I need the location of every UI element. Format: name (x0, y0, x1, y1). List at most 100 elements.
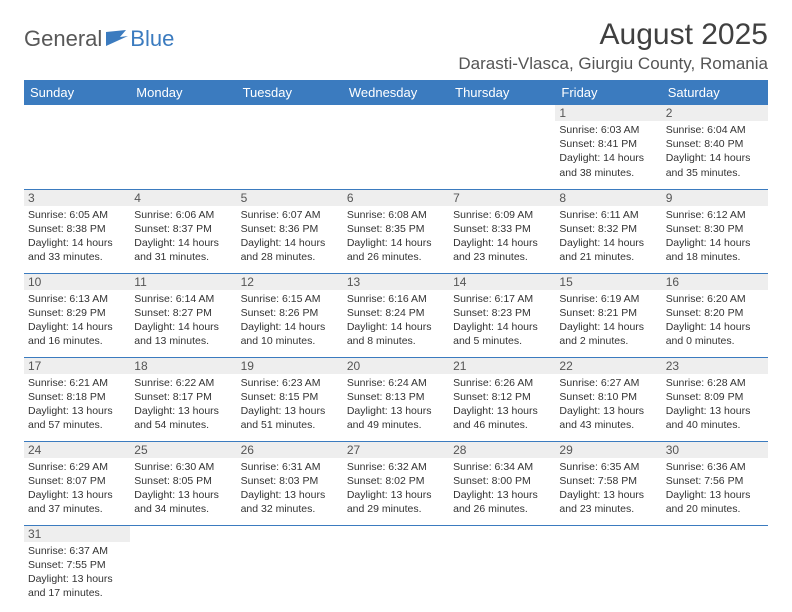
sunset-line: Sunset: 8:03 PM (241, 474, 339, 488)
daylight-line: Daylight: 14 hours and 21 minutes. (559, 236, 657, 264)
sunset-line: Sunset: 8:27 PM (134, 306, 232, 320)
month-title: August 2025 (458, 18, 768, 52)
sunset-line: Sunset: 8:15 PM (241, 390, 339, 404)
day-details: Sunrise: 6:06 AMSunset: 8:37 PMDaylight:… (134, 208, 232, 265)
daylight-line: Daylight: 14 hours and 8 minutes. (347, 320, 445, 348)
day-details: Sunrise: 6:17 AMSunset: 8:23 PMDaylight:… (453, 292, 551, 349)
calendar-cell: 25Sunrise: 6:30 AMSunset: 8:05 PMDayligh… (130, 441, 236, 525)
calendar-cell: 23Sunrise: 6:28 AMSunset: 8:09 PMDayligh… (662, 357, 768, 441)
title-block: August 2025 Darasti-Vlasca, Giurgiu Coun… (458, 18, 768, 74)
logo-text-2: Blue (130, 26, 174, 52)
daylight-line: Daylight: 14 hours and 28 minutes. (241, 236, 339, 264)
sunset-line: Sunset: 8:41 PM (559, 137, 657, 151)
day-details: Sunrise: 6:35 AMSunset: 7:58 PMDaylight:… (559, 460, 657, 517)
day-number: 24 (24, 442, 130, 458)
daylight-line: Daylight: 14 hours and 33 minutes. (28, 236, 126, 264)
calendar-cell: 27Sunrise: 6:32 AMSunset: 8:02 PMDayligh… (343, 441, 449, 525)
calendar-cell: 1Sunrise: 6:03 AMSunset: 8:41 PMDaylight… (555, 105, 661, 189)
sunrise-line: Sunrise: 6:04 AM (666, 123, 764, 137)
weekday-header: Tuesday (237, 80, 343, 105)
sunrise-line: Sunrise: 6:22 AM (134, 376, 232, 390)
day-number: 28 (449, 442, 555, 458)
calendar-cell: 15Sunrise: 6:19 AMSunset: 8:21 PMDayligh… (555, 273, 661, 357)
calendar-cell: 9Sunrise: 6:12 AMSunset: 8:30 PMDaylight… (662, 189, 768, 273)
day-details: Sunrise: 6:27 AMSunset: 8:10 PMDaylight:… (559, 376, 657, 433)
sunrise-line: Sunrise: 6:28 AM (666, 376, 764, 390)
sunrise-line: Sunrise: 6:09 AM (453, 208, 551, 222)
sunrise-line: Sunrise: 6:08 AM (347, 208, 445, 222)
calendar-head: SundayMondayTuesdayWednesdayThursdayFrid… (24, 80, 768, 105)
day-details: Sunrise: 6:16 AMSunset: 8:24 PMDaylight:… (347, 292, 445, 349)
daylight-line: Daylight: 13 hours and 54 minutes. (134, 404, 232, 432)
day-details: Sunrise: 6:20 AMSunset: 8:20 PMDaylight:… (666, 292, 764, 349)
daylight-line: Daylight: 14 hours and 18 minutes. (666, 236, 764, 264)
day-number: 6 (343, 190, 449, 206)
daylight-line: Daylight: 13 hours and 34 minutes. (134, 488, 232, 516)
day-details: Sunrise: 6:30 AMSunset: 8:05 PMDaylight:… (134, 460, 232, 517)
calendar-cell: 8Sunrise: 6:11 AMSunset: 8:32 PMDaylight… (555, 189, 661, 273)
calendar-cell (343, 525, 449, 609)
sunrise-line: Sunrise: 6:37 AM (28, 544, 126, 558)
daylight-line: Daylight: 14 hours and 0 minutes. (666, 320, 764, 348)
sunrise-line: Sunrise: 6:12 AM (666, 208, 764, 222)
calendar-cell (130, 105, 236, 189)
sunset-line: Sunset: 8:38 PM (28, 222, 126, 236)
daylight-line: Daylight: 14 hours and 23 minutes. (453, 236, 551, 264)
calendar-cell: 19Sunrise: 6:23 AMSunset: 8:15 PMDayligh… (237, 357, 343, 441)
day-details: Sunrise: 6:34 AMSunset: 8:00 PMDaylight:… (453, 460, 551, 517)
day-number: 9 (662, 190, 768, 206)
calendar-cell: 26Sunrise: 6:31 AMSunset: 8:03 PMDayligh… (237, 441, 343, 525)
day-number: 17 (24, 358, 130, 374)
day-number: 12 (237, 274, 343, 290)
calendar-cell: 10Sunrise: 6:13 AMSunset: 8:29 PMDayligh… (24, 273, 130, 357)
sunrise-line: Sunrise: 6:05 AM (28, 208, 126, 222)
sunset-line: Sunset: 7:56 PM (666, 474, 764, 488)
calendar-row: 1Sunrise: 6:03 AMSunset: 8:41 PMDaylight… (24, 105, 768, 189)
sunrise-line: Sunrise: 6:17 AM (453, 292, 551, 306)
day-details: Sunrise: 6:24 AMSunset: 8:13 PMDaylight:… (347, 376, 445, 433)
calendar-cell (24, 105, 130, 189)
flag-icon (106, 26, 128, 52)
sunrise-line: Sunrise: 6:07 AM (241, 208, 339, 222)
sunset-line: Sunset: 7:58 PM (559, 474, 657, 488)
sunset-line: Sunset: 8:32 PM (559, 222, 657, 236)
calendar-row: 3Sunrise: 6:05 AMSunset: 8:38 PMDaylight… (24, 189, 768, 273)
sunset-line: Sunset: 8:37 PM (134, 222, 232, 236)
calendar-row: 24Sunrise: 6:29 AMSunset: 8:07 PMDayligh… (24, 441, 768, 525)
day-number: 15 (555, 274, 661, 290)
calendar-cell: 22Sunrise: 6:27 AMSunset: 8:10 PMDayligh… (555, 357, 661, 441)
sunrise-line: Sunrise: 6:26 AM (453, 376, 551, 390)
sunrise-line: Sunrise: 6:21 AM (28, 376, 126, 390)
sunset-line: Sunset: 8:40 PM (666, 137, 764, 151)
day-details: Sunrise: 6:13 AMSunset: 8:29 PMDaylight:… (28, 292, 126, 349)
calendar-cell (555, 525, 661, 609)
calendar-cell (662, 525, 768, 609)
daylight-line: Daylight: 13 hours and 46 minutes. (453, 404, 551, 432)
sunset-line: Sunset: 8:00 PM (453, 474, 551, 488)
daylight-line: Daylight: 13 hours and 17 minutes. (28, 572, 126, 600)
calendar-cell: 11Sunrise: 6:14 AMSunset: 8:27 PMDayligh… (130, 273, 236, 357)
sunrise-line: Sunrise: 6:31 AM (241, 460, 339, 474)
weekday-header: Saturday (662, 80, 768, 105)
day-number: 16 (662, 274, 768, 290)
sunset-line: Sunset: 8:12 PM (453, 390, 551, 404)
calendar-cell: 20Sunrise: 6:24 AMSunset: 8:13 PMDayligh… (343, 357, 449, 441)
day-number: 31 (24, 526, 130, 542)
weekday-header: Friday (555, 80, 661, 105)
calendar-cell: 4Sunrise: 6:06 AMSunset: 8:37 PMDaylight… (130, 189, 236, 273)
page-header: General Blue August 2025 Darasti-Vlasca,… (24, 18, 768, 74)
weekday-header: Wednesday (343, 80, 449, 105)
daylight-line: Daylight: 14 hours and 31 minutes. (134, 236, 232, 264)
calendar-cell: 5Sunrise: 6:07 AMSunset: 8:36 PMDaylight… (237, 189, 343, 273)
calendar-cell (130, 525, 236, 609)
calendar-body: 1Sunrise: 6:03 AMSunset: 8:41 PMDaylight… (24, 105, 768, 609)
day-number: 18 (130, 358, 236, 374)
calendar-row: 10Sunrise: 6:13 AMSunset: 8:29 PMDayligh… (24, 273, 768, 357)
calendar-cell: 24Sunrise: 6:29 AMSunset: 8:07 PMDayligh… (24, 441, 130, 525)
day-number: 14 (449, 274, 555, 290)
day-details: Sunrise: 6:37 AMSunset: 7:55 PMDaylight:… (28, 544, 126, 601)
weekday-row: SundayMondayTuesdayWednesdayThursdayFrid… (24, 80, 768, 105)
sunset-line: Sunset: 8:23 PM (453, 306, 551, 320)
sunset-line: Sunset: 8:09 PM (666, 390, 764, 404)
sunset-line: Sunset: 8:21 PM (559, 306, 657, 320)
